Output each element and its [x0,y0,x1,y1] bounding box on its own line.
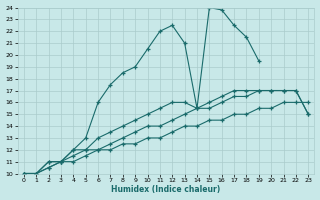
X-axis label: Humidex (Indice chaleur): Humidex (Indice chaleur) [111,185,221,194]
